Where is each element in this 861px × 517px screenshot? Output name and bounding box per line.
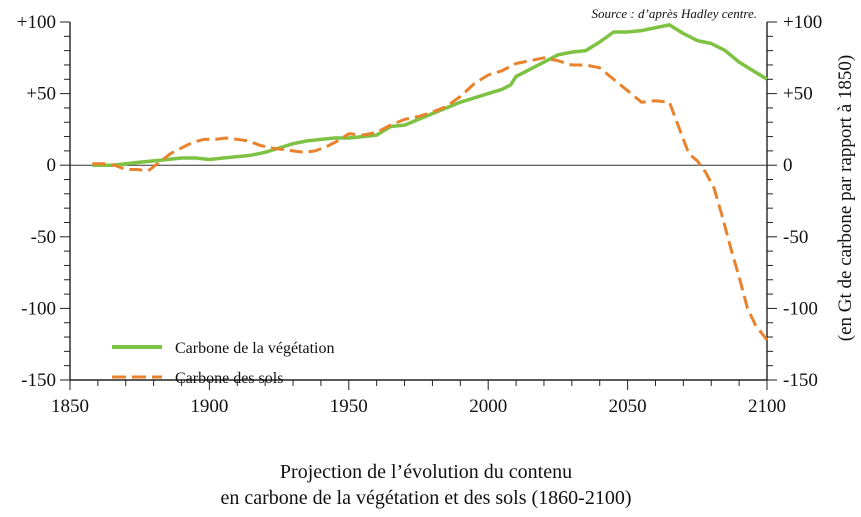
axes	[69, 22, 768, 381]
x-tick-label: 1950	[330, 396, 368, 417]
legend: Carbone de la végétation Carbone des sol…	[112, 340, 335, 387]
x-tick-label: 2100	[748, 396, 786, 417]
y-tick-label-right: -50	[783, 227, 808, 248]
series-lines	[92, 23, 769, 341]
y-tick-label-right: +100	[783, 12, 822, 33]
series-line-vegetation	[92, 23, 768, 167]
y-tick-label-left: -100	[21, 298, 56, 319]
source-note: Source : d’après Hadley centre.	[592, 6, 757, 21]
y-tick-label-right: 0	[783, 155, 793, 176]
legend-label-sols: Carbone des sols	[175, 370, 283, 387]
x-tick-label: 2000	[469, 396, 507, 417]
legend-label-vegetation: Carbone de la végétation	[175, 340, 335, 357]
x-tick-label: 2050	[609, 396, 647, 417]
series-line-sols	[92, 56, 769, 341]
y-tick-label-right: -150	[783, 370, 818, 391]
caption-line-2: en carbone de la végétation et des sols …	[221, 487, 632, 509]
y-axis-label-right: (en Gt de carbone par rapport à 1850)	[835, 55, 856, 341]
ticks: +100 +50 0 -50 -100 -150 +100 +50 0 -50 -100 -150 18…	[17, 12, 822, 417]
y-tick-label-right: +50	[783, 84, 813, 105]
y-tick-label-left: +100	[17, 12, 56, 33]
y-tick-label-left: 0	[47, 155, 57, 176]
x-tick-label: 1900	[190, 396, 228, 417]
y-tick-label-left: -50	[31, 227, 56, 248]
x-tick-label: 1850	[51, 396, 89, 417]
caption-line-1: Projection de l’évolution du contenu	[280, 461, 572, 483]
y-tick-label-left: -150	[21, 370, 56, 391]
y-tick-label-left: +50	[26, 84, 56, 105]
y-tick-label-right: -100	[783, 298, 818, 319]
